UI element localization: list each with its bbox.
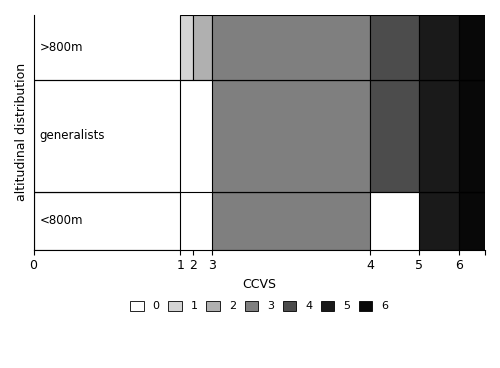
Bar: [192, 15, 212, 80]
Bar: [419, 80, 460, 192]
Legend: 0, 1, 2, 3, 4, 5, 6: 0, 1, 2, 3, 4, 5, 6: [127, 297, 392, 315]
Text: >800m: >800m: [40, 41, 83, 54]
X-axis label: CCVS: CCVS: [242, 278, 276, 291]
Bar: [419, 15, 460, 80]
Bar: [460, 15, 485, 80]
Text: generalists: generalists: [40, 130, 105, 142]
Bar: [212, 15, 370, 80]
Bar: [370, 80, 419, 192]
Text: <800m: <800m: [40, 214, 83, 227]
Bar: [212, 192, 370, 250]
Bar: [34, 192, 180, 250]
Y-axis label: altitudinal distribution: altitudinal distribution: [15, 63, 28, 201]
Bar: [419, 192, 460, 250]
Bar: [460, 192, 485, 250]
Bar: [34, 80, 180, 192]
Bar: [460, 80, 485, 192]
Bar: [180, 15, 192, 80]
Bar: [212, 80, 370, 192]
Bar: [370, 15, 419, 80]
